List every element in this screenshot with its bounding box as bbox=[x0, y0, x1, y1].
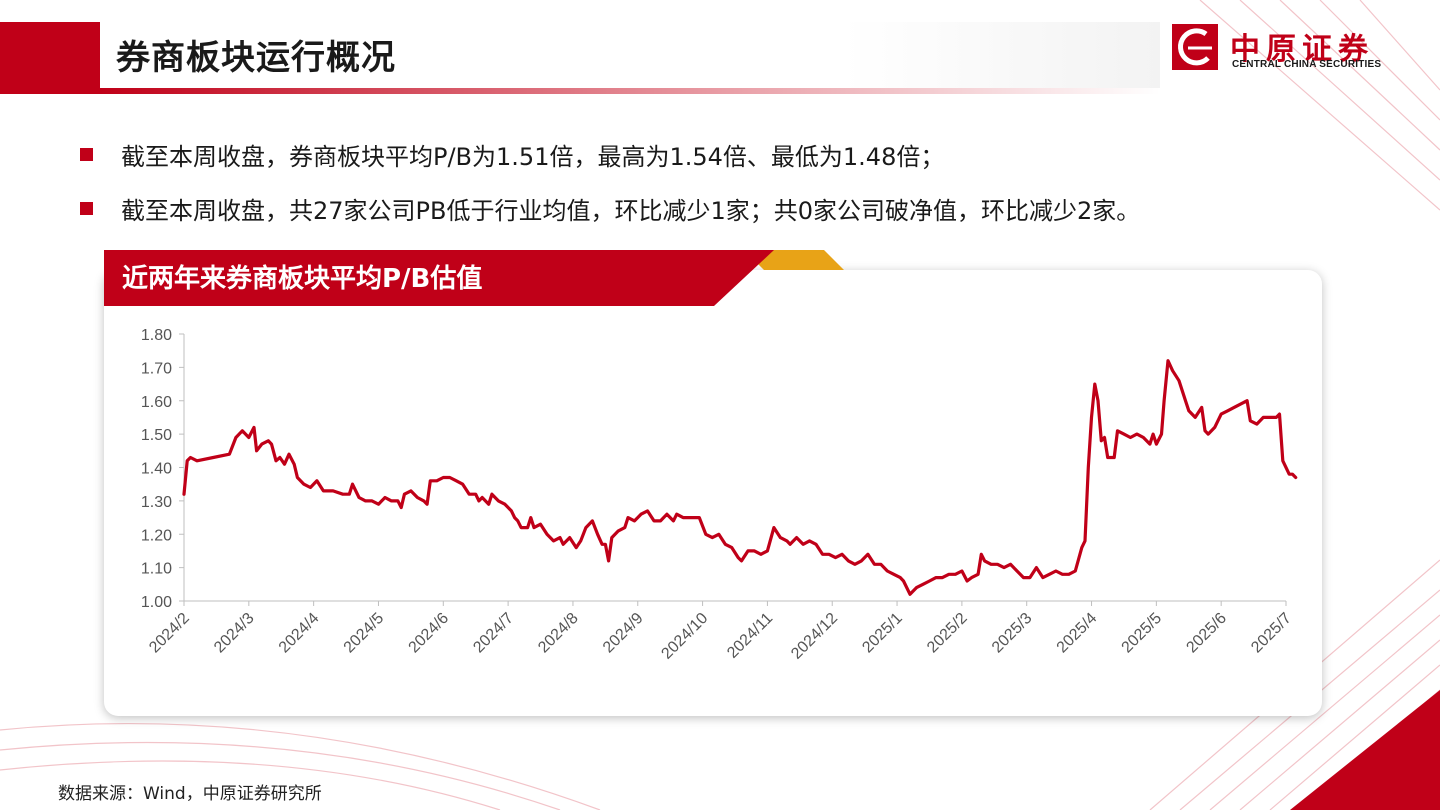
pb-line-chart: 1.00 1.10 1.20 1.30 1.40 1.50 1.60 1.70 1.80 2024… bbox=[141, 327, 1298, 663]
bullet-text: 截至本周收盘，共27家公司PB低于行业均值，环比减少1家；共0家公司破净值，环比… bbox=[121, 196, 1141, 225]
bullet-item: 截至本周收盘，共27家公司PB低于行业均值，环比减少1家；共0家公司破净值，环比… bbox=[80, 186, 1140, 230]
logo-english-name: CENTRAL CHINA SECURITIES bbox=[1232, 59, 1382, 70]
bullet-list: 截至本周收盘，券商板块平均P/B为1.51倍，最高为1.54倍、最低为1.48倍… bbox=[80, 132, 1140, 240]
title-accent-bar bbox=[0, 22, 100, 94]
y-tick-label: 1.40 bbox=[141, 461, 172, 478]
x-tick-label: 2025/4 bbox=[1054, 610, 1101, 657]
x-tick-label: 2024/7 bbox=[470, 610, 517, 657]
title-underline bbox=[100, 88, 1160, 94]
y-tick-label: 1.70 bbox=[141, 360, 172, 377]
x-tick-label: 2024/4 bbox=[276, 610, 323, 657]
title-strip bbox=[100, 22, 1160, 94]
x-tick-label: 2025/1 bbox=[859, 610, 906, 657]
y-tick-label: 1.00 bbox=[141, 594, 172, 611]
x-tick-label: 2025/3 bbox=[989, 610, 1036, 657]
x-tick-label: 2024/2 bbox=[146, 610, 193, 657]
bullet-text: 截至本周收盘，券商板块平均P/B为1.51倍，最高为1.54倍、最低为1.48倍… bbox=[121, 142, 945, 171]
page-title: 券商板块运行概况 bbox=[116, 38, 396, 78]
series-line bbox=[182, 359, 1298, 596]
x-tick-label: 2025/6 bbox=[1183, 610, 1230, 657]
data-source-note: 数据来源：Wind，中原证券研究所 bbox=[58, 784, 322, 804]
x-tick-label: 2024/6 bbox=[405, 610, 452, 657]
x-tick-label: 2024/3 bbox=[211, 610, 258, 657]
x-tick-label: 2025/7 bbox=[1248, 610, 1295, 657]
x-tick-label: 2024/11 bbox=[724, 610, 776, 662]
x-tick-label: 2024/5 bbox=[341, 610, 388, 657]
company-logo: 中原证券 CENTRAL CHINA SECURITIES bbox=[1172, 24, 1422, 72]
y-tick-label: 1.30 bbox=[141, 494, 172, 511]
y-tick-label: 1.20 bbox=[141, 527, 172, 544]
y-tick-label: 1.60 bbox=[141, 394, 172, 411]
chart-card bbox=[104, 270, 1322, 716]
y-tick-label: 1.80 bbox=[141, 327, 172, 344]
x-tick-label: 2024/12 bbox=[788, 610, 841, 663]
y-tick-label: 1.50 bbox=[141, 427, 172, 444]
y-tick-label: 1.10 bbox=[141, 561, 172, 578]
x-tick-label: 2025/2 bbox=[924, 610, 971, 657]
bullet-square-icon bbox=[80, 147, 93, 161]
logo-chinese-name: 中原证券 bbox=[1230, 32, 1374, 67]
x-tick-label: 2025/5 bbox=[1119, 610, 1166, 657]
chart-card-header bbox=[104, 250, 844, 306]
bullet-square-icon bbox=[80, 201, 93, 215]
logo-mark-icon bbox=[1172, 24, 1218, 70]
x-tick-label: 2024/9 bbox=[600, 610, 647, 657]
bullet-item: 截至本周收盘，券商板块平均P/B为1.51倍，最高为1.54倍、最低为1.48倍… bbox=[80, 132, 1140, 176]
x-tick-label: 2024/8 bbox=[535, 610, 582, 657]
x-tick-label: 2024/10 bbox=[658, 610, 711, 663]
chart-title: 近两年来券商板块平均P/B估值 bbox=[122, 264, 483, 294]
